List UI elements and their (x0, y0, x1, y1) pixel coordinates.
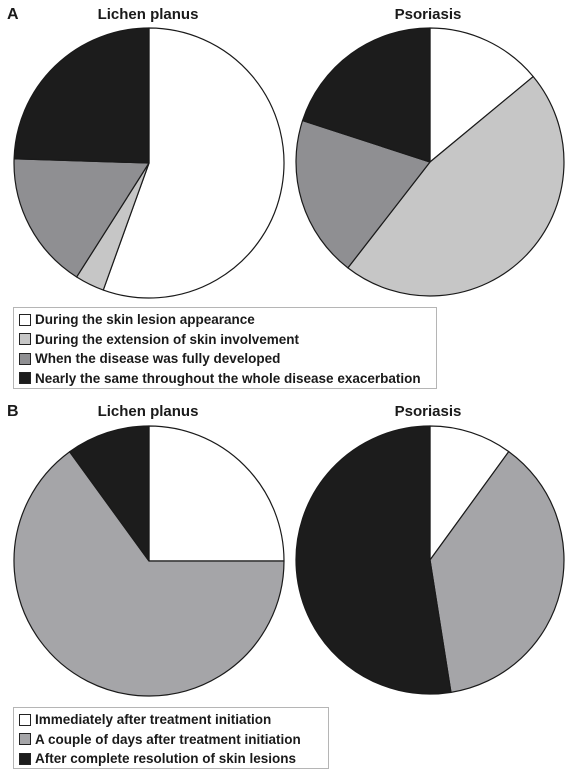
legend-label: During the skin lesion appearance (35, 312, 255, 327)
legend-item: During the skin lesion appearance (19, 310, 432, 330)
pie-slice-2 (429, 450, 565, 693)
pie-slice-1 (429, 27, 534, 163)
legend-swatch-light-gray (19, 333, 31, 346)
legend-item: After complete resolution of skin lesion… (19, 749, 324, 769)
legend-item: A couple of days after treatment initiat… (19, 730, 324, 750)
pie-title-a-lichen: Lichen planus (97, 6, 199, 23)
legend-swatch-black (19, 372, 31, 385)
legend-swatch-white (19, 713, 31, 726)
pie-slice-3 (295, 119, 431, 269)
pie-slice-3 (69, 425, 150, 562)
legend-swatch-black (19, 752, 31, 765)
legend-item: When the disease was fully developed (19, 349, 432, 369)
legend-swatch-gray (19, 733, 31, 746)
legend-item: Immediately after treatment initiation (19, 710, 324, 730)
legend-panel-b: Immediately after treatment initiation A… (13, 707, 329, 769)
pie-slice-3 (295, 425, 452, 695)
pie-slice-1 (429, 425, 510, 561)
pie-chart-b-lichen-planus (13, 425, 285, 697)
legend-panel-a: During the skin lesion appearance During… (13, 307, 437, 389)
pie-slice-2 (13, 451, 285, 697)
pie-title-b-psoriasis: Psoriasis (394, 403, 462, 420)
legend-item: Nearly the same throughout the whole dis… (19, 369, 432, 389)
legend-swatch-white (19, 313, 31, 326)
pie-slice-4 (301, 27, 431, 163)
panel-b-label: B (7, 403, 19, 420)
pie-slice-2 (347, 75, 565, 297)
legend-label: During the extension of skin involvement (35, 331, 300, 347)
pie-title-b-lichen: Lichen planus (97, 403, 199, 420)
pie-slice-3 (13, 158, 150, 278)
legend-label: After complete resolution of skin lesion… (35, 751, 297, 766)
pie-title-a-psoriasis: Psoriasis (394, 6, 462, 23)
pie-slice-1 (102, 27, 285, 299)
legend-label: Nearly the same throughout the whole dis… (35, 370, 421, 386)
legend-item: During the extension of skin involvement (19, 330, 432, 350)
pie-chart-b-psoriasis (295, 425, 565, 695)
pie-slice-4 (13, 27, 150, 164)
legend-label: Immediately after treatment initiation (35, 712, 272, 727)
pie-chart-a-lichen-planus (13, 27, 285, 299)
legend-label: A couple of days after treatment initiat… (35, 731, 301, 747)
legend-label: When the disease was fully developed (35, 351, 281, 366)
pie-slice-1 (148, 425, 285, 562)
legend-swatch-mid-gray (19, 352, 31, 365)
panel-a-label: A (7, 6, 19, 23)
pie-chart-a-psoriasis (295, 27, 565, 297)
